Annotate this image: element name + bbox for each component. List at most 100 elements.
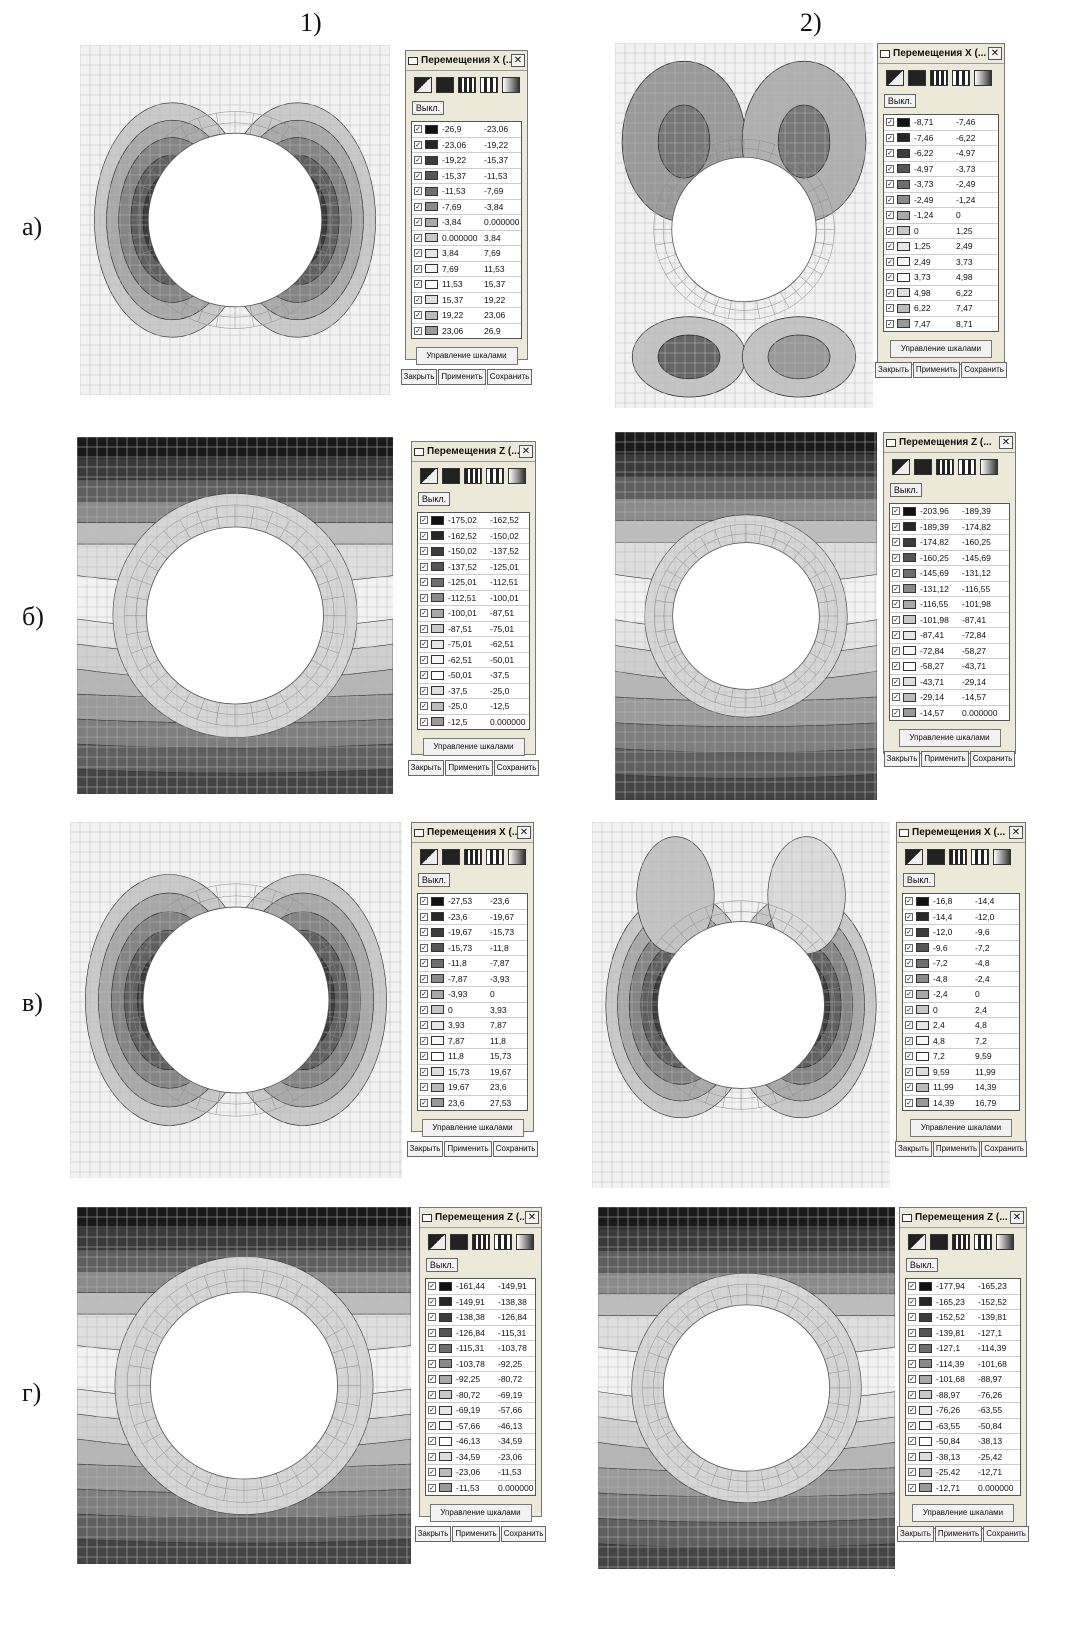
legend-row[interactable]: ✓ -8,71 -7,46 [884,115,998,131]
legend-row[interactable]: ✓ -100,01 -87,51 [418,606,529,622]
legend-row[interactable]: ✓ -4,8 -2,4 [903,972,1019,987]
close-button[interactable]: Закрыть [897,1526,934,1542]
bars-icon[interactable] [486,468,504,484]
legend-row[interactable]: ✓ -177,94 -165,23 [906,1279,1020,1295]
checkbox-check-icon[interactable]: ✓ [420,1005,428,1014]
fill-mode-icon[interactable] [420,849,438,865]
legend-row[interactable]: ✓ -3,93 0 [418,987,527,1003]
legend-row[interactable]: ✓ -165,23 -152,52 [906,1295,1020,1310]
legend-row[interactable]: ✓ -12,5 0.000000 [418,715,529,730]
legend-row[interactable]: ✓ -139,81 -127,1 [906,1326,1020,1341]
legend-row[interactable]: ✓ -114,39 -101,68 [906,1357,1020,1372]
close-button[interactable]: Закрыть [875,362,912,378]
fill-mode-icon[interactable] [414,77,432,93]
apply-button[interactable]: Применить [934,1526,983,1542]
legend-row[interactable]: ✓ -63,55 -50,84 [906,1419,1020,1434]
checkbox-check-icon[interactable]: ✓ [905,928,913,937]
checkbox-check-icon[interactable]: ✓ [428,1483,436,1492]
bars-icon[interactable] [494,1234,512,1250]
legend-row[interactable]: ✓ -161,44 -149,91 [426,1279,535,1295]
legend-row[interactable]: ✓ -92,25 -80,72 [426,1372,535,1388]
checkbox-check-icon[interactable]: ✓ [428,1344,436,1353]
legend-row[interactable]: ✓ 15,73 19,67 [418,1065,527,1080]
stripes-icon[interactable] [472,1234,490,1250]
checkbox-check-icon[interactable]: ✓ [414,187,422,196]
scale-control-button[interactable]: Управление шкалами [429,1504,532,1522]
legend-row[interactable]: ✓ 7,69 11,53 [412,262,521,277]
solid-fill-icon[interactable] [927,849,945,865]
apply-button[interactable]: Применить [452,1526,500,1542]
checkbox-check-icon[interactable]: ✓ [420,974,428,983]
legend-row[interactable]: ✓ -50,01 -37,5 [418,668,529,684]
bars-icon[interactable] [486,849,504,865]
legend-row[interactable]: ✓ -50,84 -38,13 [906,1434,1020,1450]
close-button[interactable]: Закрыть [895,1141,932,1157]
legend-row[interactable]: ✓ -26,9 -23,06 [412,122,521,138]
checkbox-check-icon[interactable]: ✓ [908,1282,916,1291]
checkbox-check-icon[interactable]: ✓ [886,164,894,173]
checkbox-check-icon[interactable]: ✓ [892,693,900,702]
legend-row[interactable]: ✓ -15,73 -11,8 [418,941,527,956]
legend-row[interactable]: ✓ -29,14 -14,57 [890,690,1009,706]
close-icon[interactable]: ✕ [1010,1211,1024,1224]
legend-row[interactable]: ✓ -25,0 -12,5 [418,699,529,715]
checkbox-check-icon[interactable]: ✓ [892,631,900,640]
legend-row[interactable]: ✓ -7,2 -4,8 [903,956,1019,972]
close-button[interactable]: Закрыть [407,760,445,776]
bars-icon[interactable] [952,70,970,86]
off-button[interactable]: Выкл. [906,1258,938,1272]
checkbox-check-icon[interactable]: ✓ [428,1390,436,1399]
legend-row[interactable]: ✓ -149,91 -138,38 [426,1295,535,1310]
legend-row[interactable]: ✓ -12,0 -9,6 [903,925,1019,941]
legend-row[interactable]: ✓ -3,73 -2,49 [884,177,998,193]
legend-row[interactable]: ✓ 3,84 7,69 [412,246,521,262]
legend-row[interactable]: ✓ -162,52 -150,02 [418,529,529,544]
legend-row[interactable]: ✓ -88,97 -76,26 [906,1388,1020,1403]
checkbox-check-icon[interactable]: ✓ [908,1375,916,1384]
solid-fill-icon[interactable] [442,849,460,865]
checkbox-check-icon[interactable]: ✓ [428,1452,436,1461]
legend-row[interactable]: ✓ 14,39 16,79 [903,1096,1019,1111]
legend-row[interactable]: ✓ -175,02 -162,52 [418,513,529,529]
legend-row[interactable]: ✓ -11,8 -7,87 [418,956,527,972]
off-button[interactable]: Выкл. [884,94,916,108]
save-button[interactable]: Сохранить [969,751,1016,767]
checkbox-check-icon[interactable]: ✓ [420,717,428,726]
stripes-icon[interactable] [464,849,482,865]
legend-row[interactable]: ✓ -7,46 -6,22 [884,131,998,146]
scale-control-button[interactable]: Управление шкалами [422,738,525,756]
checkbox-check-icon[interactable]: ✓ [414,311,422,320]
checkbox-check-icon[interactable]: ✓ [428,1406,436,1415]
checkbox-check-icon[interactable]: ✓ [892,600,900,609]
legend-row[interactable]: ✓ -189,39 -174,82 [890,520,1009,535]
legend-row[interactable]: ✓ -126,84 -115,31 [426,1326,535,1341]
checkbox-check-icon[interactable]: ✓ [428,1359,436,1368]
legend-row[interactable]: ✓ 7,87 11,8 [418,1034,527,1049]
checkbox-check-icon[interactable]: ✓ [420,1036,428,1045]
checkbox-check-icon[interactable]: ✓ [886,288,894,297]
checkbox-check-icon[interactable]: ✓ [905,1098,913,1107]
checkbox-check-icon[interactable]: ✓ [420,912,428,921]
legend-row[interactable]: ✓ 0 2,4 [903,1003,1019,1018]
checkbox-check-icon[interactable]: ✓ [886,304,894,313]
legend-row[interactable]: ✓ -125,01 -112,51 [418,575,529,591]
legend-row[interactable]: ✓ -11,53 -7,69 [412,184,521,200]
checkbox-check-icon[interactable]: ✓ [892,646,900,655]
legend-row[interactable]: ✓ -116,55 -101,98 [890,597,1009,613]
legend-row[interactable]: ✓ 0 3,93 [418,1003,527,1018]
apply-button[interactable]: Применить [912,362,961,378]
solid-fill-icon[interactable] [450,1234,468,1250]
checkbox-check-icon[interactable]: ✓ [886,257,894,266]
checkbox-check-icon[interactable]: ✓ [414,171,422,180]
checkbox-check-icon[interactable]: ✓ [414,140,422,149]
checkbox-check-icon[interactable]: ✓ [420,959,428,968]
legend-row[interactable]: ✓ -19,67 -15,73 [418,925,527,941]
legend-row[interactable]: ✓ -38,13 -25,42 [906,1450,1020,1465]
checkbox-check-icon[interactable]: ✓ [886,319,894,328]
legend-row[interactable]: ✓ -37,5 -25,0 [418,684,529,699]
legend-row[interactable]: ✓ -3,84 0.000000 [412,215,521,231]
checkbox-check-icon[interactable]: ✓ [892,507,900,516]
legend-row[interactable]: ✓ 4,98 6,22 [884,286,998,301]
checkbox-check-icon[interactable]: ✓ [414,125,422,134]
checkbox-check-icon[interactable]: ✓ [905,1067,913,1076]
